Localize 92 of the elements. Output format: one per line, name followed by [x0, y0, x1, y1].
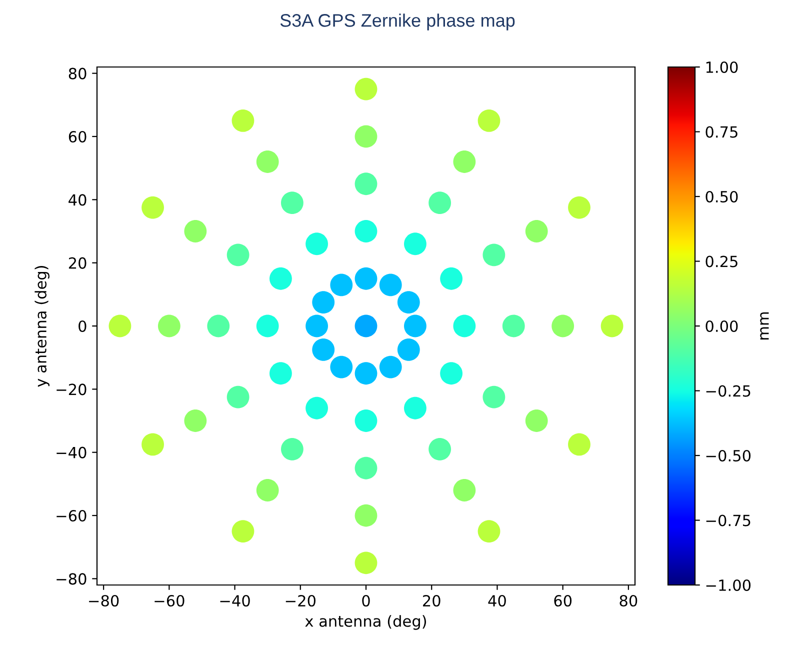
point — [397, 291, 420, 314]
color-bar-title: mm — [760, 312, 769, 340]
y-tick-label: −20 — [56, 384, 86, 396]
y-tick-label: −60 — [56, 510, 86, 522]
x-tick-label: 60 — [554, 594, 572, 607]
y-tick-label: −40 — [56, 446, 86, 458]
point — [312, 338, 335, 361]
point — [330, 356, 353, 378]
point — [280, 192, 304, 214]
x-tick-label: −20 — [286, 594, 316, 607]
point — [482, 244, 506, 266]
point — [525, 410, 548, 432]
point — [440, 362, 462, 385]
point — [453, 314, 476, 338]
color-bar-label: 0.00 — [706, 320, 738, 332]
point — [207, 314, 230, 338]
point — [142, 433, 164, 456]
point — [232, 520, 254, 543]
point — [354, 267, 378, 290]
point — [312, 291, 335, 314]
point — [428, 192, 452, 214]
point — [404, 232, 426, 256]
color-bar-label: −1.00 — [706, 579, 751, 592]
x-tick-label: 20 — [423, 594, 440, 607]
color-bar-label: −0.50 — [706, 450, 751, 462]
y-tick-label: 20 — [68, 257, 86, 269]
point — [354, 220, 378, 242]
point — [404, 396, 426, 420]
point — [306, 314, 328, 338]
point — [270, 362, 292, 385]
x-tick-label: −80 — [89, 594, 119, 607]
point — [379, 274, 402, 296]
point — [502, 314, 525, 338]
point — [478, 110, 500, 132]
chart-title: S3A GPS Zernike phase map — [280, 14, 515, 30]
point — [142, 196, 164, 219]
point — [232, 110, 254, 132]
x-axis-title: x antenna (deg) — [305, 615, 426, 630]
point — [440, 267, 462, 290]
y-tick-label: −80 — [56, 573, 86, 585]
point — [525, 220, 548, 242]
color-bar-label: 0.25 — [706, 256, 738, 268]
color-bar-label: 0.75 — [706, 126, 738, 138]
point — [552, 314, 574, 338]
color-bar-label: 1.00 — [706, 61, 738, 74]
point — [184, 410, 207, 432]
color-bar-label: 0.50 — [706, 190, 738, 203]
point — [354, 410, 378, 432]
point — [568, 196, 590, 219]
point — [226, 386, 250, 408]
x-tick-label: 40 — [488, 594, 506, 607]
point — [158, 314, 180, 338]
y-axis-title: y antenna (deg) — [34, 266, 50, 387]
point — [256, 314, 279, 338]
x-tick-label: −60 — [154, 594, 184, 607]
point — [184, 220, 207, 242]
point — [379, 356, 402, 378]
point — [397, 338, 420, 361]
point — [354, 552, 378, 574]
point — [354, 125, 378, 148]
point — [226, 244, 250, 266]
x-tick-label: 80 — [620, 594, 638, 607]
point — [600, 314, 624, 338]
x-tick-label: −40 — [220, 594, 250, 607]
point — [568, 433, 590, 456]
point — [478, 520, 500, 543]
point — [453, 150, 476, 173]
point — [354, 78, 378, 100]
point — [354, 504, 378, 527]
point — [280, 438, 304, 460]
point — [404, 314, 426, 338]
point — [256, 150, 279, 173]
point — [306, 396, 328, 420]
point — [428, 438, 452, 460]
point — [256, 479, 279, 502]
point — [354, 362, 378, 385]
color-bar-label: −0.75 — [706, 514, 750, 526]
y-tick-label: 60 — [68, 130, 86, 143]
y-tick-label: 80 — [68, 68, 86, 80]
color-bar-label: −0.25 — [706, 385, 750, 397]
point — [354, 172, 378, 196]
point — [453, 479, 476, 502]
point — [354, 456, 378, 480]
point — [270, 267, 292, 290]
y-tick-label: 40 — [68, 194, 86, 206]
point — [482, 386, 506, 408]
point — [108, 314, 132, 338]
point — [306, 232, 328, 256]
x-tick-label: 0 — [362, 594, 370, 607]
y-tick-label: 0 — [78, 320, 86, 332]
point — [330, 274, 353, 296]
point — [354, 314, 378, 338]
